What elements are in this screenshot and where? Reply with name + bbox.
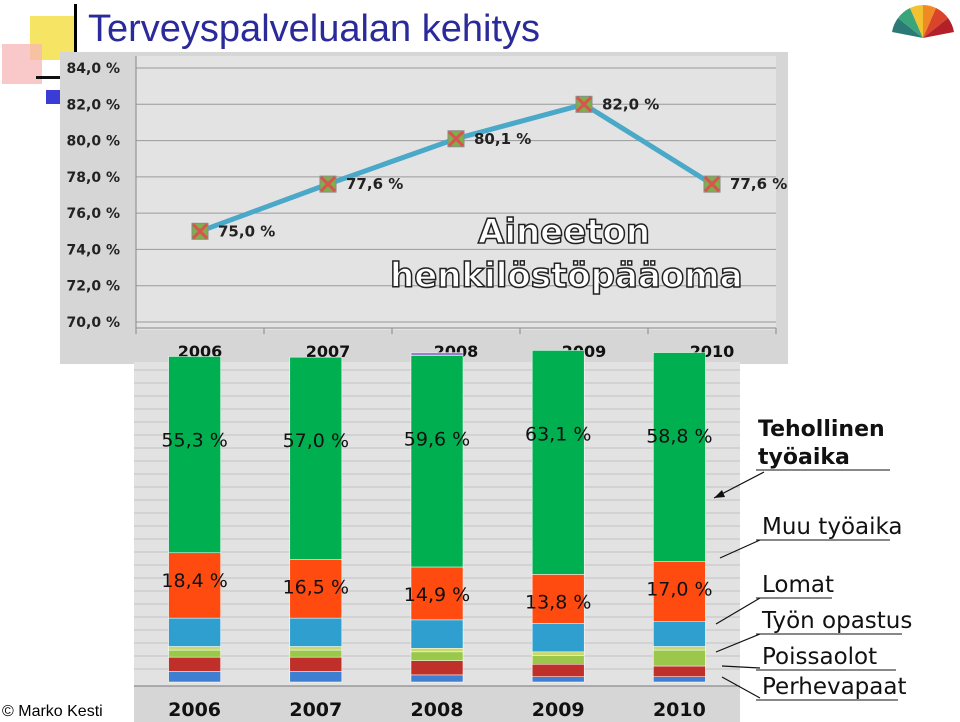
line-data-label: 82,0 % — [602, 95, 659, 113]
bar-segment — [410, 674, 464, 683]
bar-segment — [289, 649, 343, 658]
bar-segment — [653, 561, 706, 622]
bar-data-label: 14,9 % — [404, 584, 470, 606]
bar-data-label: 16,5 % — [283, 577, 349, 599]
decor-square-blue — [46, 90, 60, 104]
copyright-footer: © Marko Kesti — [2, 703, 103, 720]
bar-segment — [653, 649, 706, 667]
line-marker-x — [575, 96, 593, 113]
line-data-label: 77,6 % — [346, 175, 403, 193]
bar-segment — [289, 617, 343, 647]
bar-data-label: 59,6 % — [404, 428, 470, 450]
bar-segment — [410, 619, 464, 649]
bar-segment — [410, 648, 464, 653]
line-data-label: 77,6 % — [730, 175, 787, 193]
line-ytick-label: 76,0 % — [67, 206, 120, 222]
decor-line — [36, 76, 64, 79]
legend-arrow — [719, 539, 761, 559]
bar-data-label: 57,0 % — [283, 430, 349, 452]
legend-arrow — [721, 676, 761, 699]
line-ytick-label: 74,0 % — [67, 242, 120, 258]
bar-data-label: 55,3 % — [161, 429, 227, 451]
bar-data-label: 13,8 % — [525, 591, 591, 613]
bar-data-label: 17,0 % — [646, 578, 712, 600]
line-chart-title-2: henkilöstöpääoma — [389, 255, 743, 297]
bar-segment — [168, 649, 221, 658]
bar-segment — [168, 646, 221, 651]
bar-segment — [168, 356, 221, 554]
line-ytick-label: 70,0 % — [67, 315, 120, 331]
bar-xtick-label: 2009 — [532, 699, 585, 721]
bar-chart-axis-band — [134, 686, 740, 722]
legend-arrow — [715, 597, 761, 625]
logo-fan-icon — [892, 5, 954, 38]
legend-arrowhead — [714, 490, 725, 498]
line-marker-x — [447, 130, 465, 147]
bar-segment — [289, 671, 343, 683]
legend-item-label: Työn opastus — [761, 608, 912, 634]
bar-xtick-label: 2008 — [411, 699, 464, 721]
bar-segment — [289, 646, 343, 651]
line-ytick-label: 80,0 % — [67, 134, 120, 150]
line-chart-title-1: Aineeton — [477, 211, 651, 253]
bar-segment — [410, 352, 464, 356]
bar-segment — [289, 356, 343, 560]
bar-segment — [531, 623, 585, 653]
line-ytick-label: 78,0 % — [67, 170, 120, 186]
bar-segment — [410, 355, 464, 568]
line-xtick-label: 2007 — [306, 342, 351, 361]
line-marker-x — [319, 176, 337, 193]
legend-arrow — [715, 633, 761, 653]
line-chart-plot-area — [136, 56, 776, 330]
bar-segment — [653, 665, 706, 677]
bar-segment — [531, 574, 585, 624]
bar-segment — [168, 671, 221, 683]
legend-item-label: Poissaolot — [762, 644, 877, 670]
bar-segment — [653, 646, 706, 651]
legend-arrow — [721, 665, 761, 669]
bar-xtick-label: 2007 — [289, 699, 342, 721]
bar-segment — [289, 656, 343, 672]
bar-segment — [653, 676, 706, 683]
bar-data-label: 63,1 % — [525, 423, 591, 445]
bar-segment — [410, 566, 464, 621]
bar-xtick-label: 2006 — [168, 699, 221, 721]
line-marker-x — [703, 176, 721, 193]
legend-item-label: Muu työaika — [762, 514, 903, 540]
bar-segment — [653, 621, 706, 647]
bar-segment — [289, 559, 343, 619]
line-ytick-label: 84,0 % — [67, 61, 120, 77]
legend-item-label: Lomat — [762, 572, 834, 598]
bar-segment — [410, 651, 464, 661]
decor-square-pink — [2, 44, 42, 84]
bar-segment — [168, 617, 221, 647]
line-marker-x — [191, 223, 209, 240]
bar-segment — [653, 352, 706, 562]
legend-item-label: Perhevapaat — [762, 674, 907, 700]
bar-data-label: 58,8 % — [646, 426, 712, 448]
title-divider — [74, 4, 77, 54]
bar-segment — [531, 651, 585, 656]
line-ytick-label: 72,0 % — [67, 279, 120, 295]
bar-segment — [410, 660, 464, 676]
legend-tehollinen-line2: työaika — [758, 445, 850, 470]
line-data-label: 75,0 % — [218, 222, 275, 240]
bar-segment — [531, 350, 585, 575]
bar-segment — [531, 664, 585, 677]
line-ytick-label: 82,0 % — [67, 97, 120, 113]
bar-xtick-label: 2010 — [653, 699, 706, 721]
bar-segment — [531, 655, 585, 665]
bar-data-label: 18,4 % — [161, 570, 227, 592]
bar-segment — [531, 676, 585, 683]
slide-title: Terveyspalvelualan kehitys — [88, 8, 541, 50]
bar-segment — [168, 656, 221, 672]
bar-segment — [168, 552, 221, 619]
legend-tehollinen-line1: Tehollinen — [758, 417, 885, 442]
line-data-label: 80,1 % — [474, 130, 531, 148]
